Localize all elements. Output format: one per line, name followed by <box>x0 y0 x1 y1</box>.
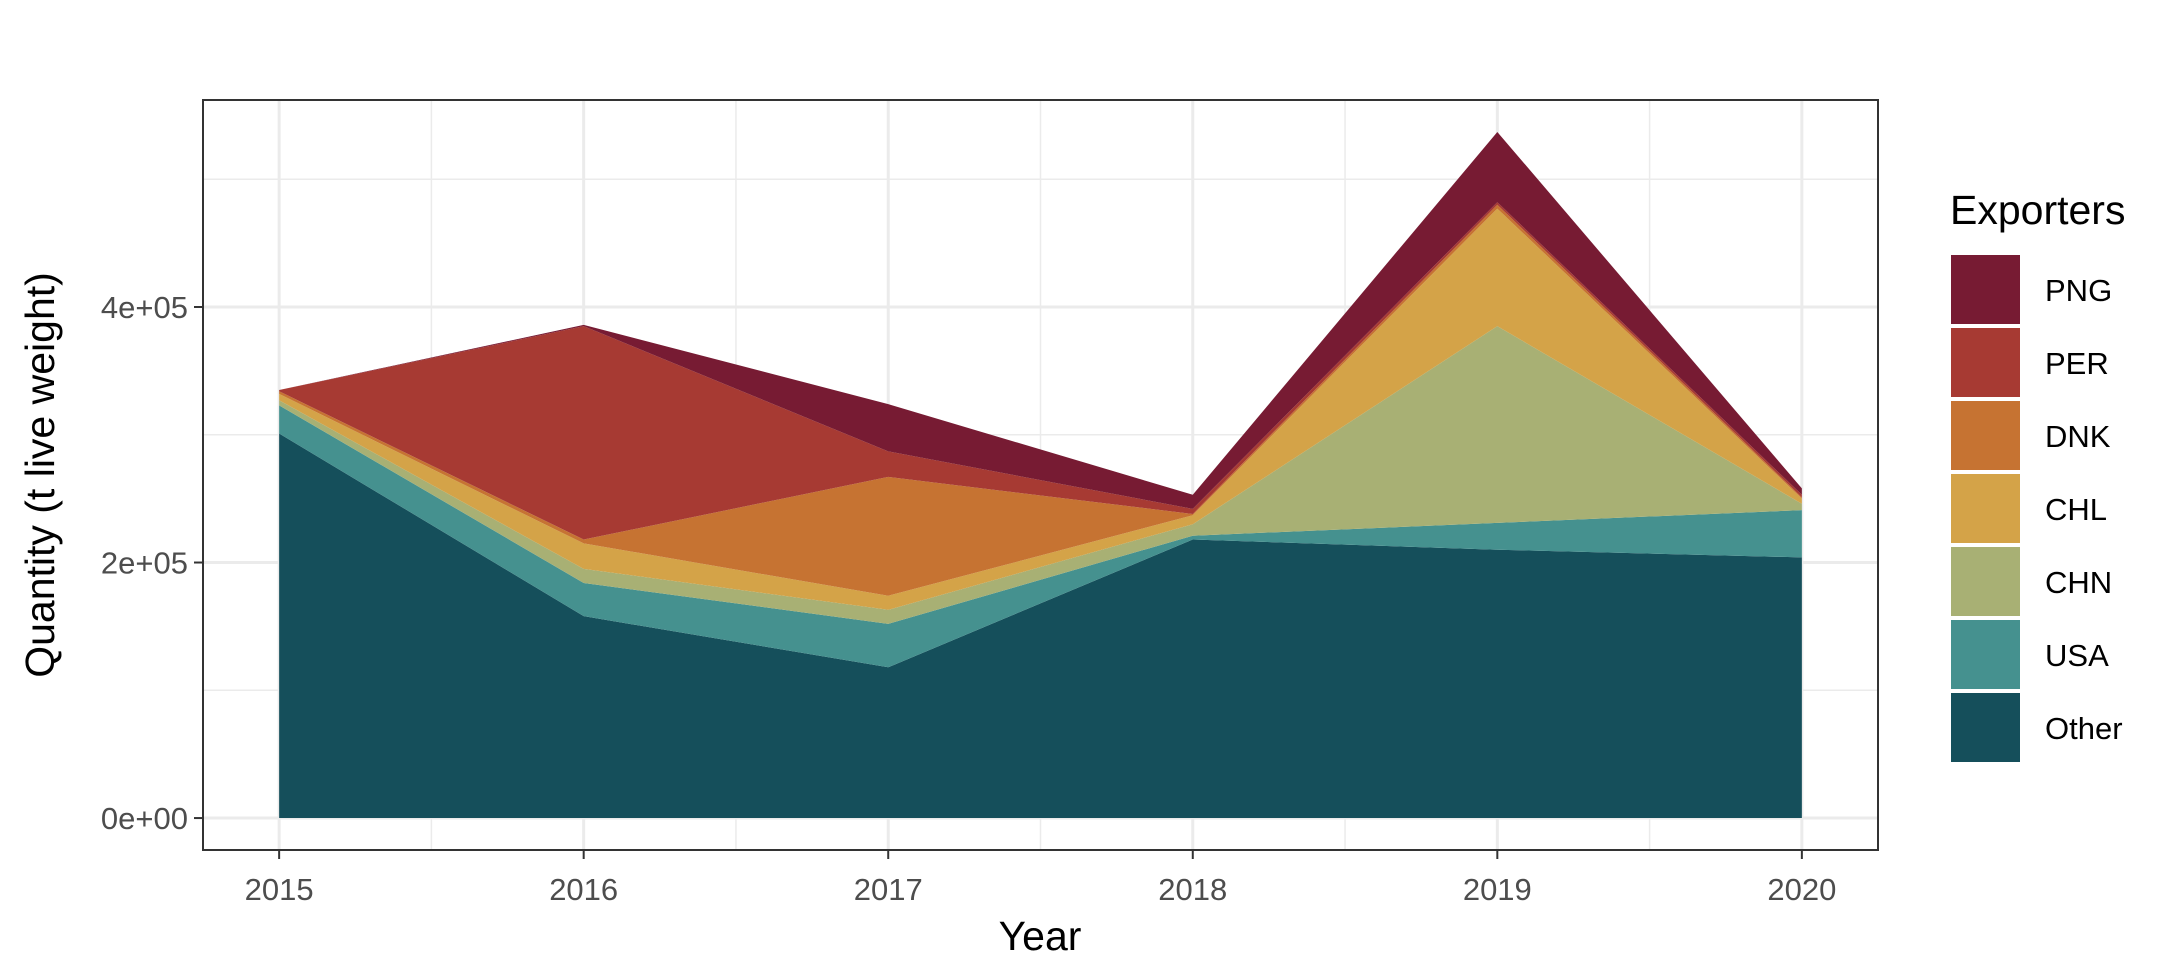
plot-panel-border <box>202 99 1879 851</box>
area-png <box>279 131 1802 509</box>
legend-label-other: Other <box>2045 711 2123 746</box>
x-tick-label: 2018 <box>1158 872 1227 907</box>
legend-swatch-usa <box>1951 620 2020 689</box>
area-dnk <box>279 204 1802 596</box>
area-other <box>279 433 1802 819</box>
legend-swatch-png <box>1951 255 2020 324</box>
legend-swatch-chl <box>1951 474 2020 543</box>
y-axis-title: Quantity (t live weight) <box>17 272 63 678</box>
x-tick-label: 2020 <box>1767 872 1836 907</box>
legend-swatch-dnk <box>1951 401 2020 470</box>
legend-label-chl: CHL <box>2045 492 2107 527</box>
area-layers <box>279 131 1802 819</box>
legend-swatch-chn <box>1951 547 2020 616</box>
legend-items: PNG PER DNK CHL CHN USA Other <box>1951 255 2123 762</box>
x-axis: 2015 2016 2017 2018 2019 2020 <box>245 850 1836 907</box>
legend-title: Exporters <box>1950 187 2125 233</box>
area-chl <box>279 208 1802 610</box>
legend-label-dnk: DNK <box>2045 419 2111 454</box>
legend-label-usa: USA <box>2045 638 2109 673</box>
legend-label-png: PNG <box>2045 273 2112 308</box>
y-axis: 0e+00 2e+05 4e+05 <box>101 290 203 836</box>
legend-label-chn: CHN <box>2045 565 2112 600</box>
x-axis-title: Year <box>999 913 1082 959</box>
y-tick-label: 0e+00 <box>101 801 188 836</box>
y-tick-label: 4e+05 <box>101 290 188 325</box>
x-tick-label: 2016 <box>549 872 618 907</box>
legend-swatch-other <box>1951 693 2020 762</box>
area-per <box>279 202 1802 540</box>
y-tick-label: 2e+05 <box>101 546 188 581</box>
area-chn <box>279 326 1802 624</box>
legend-swatch-per <box>1951 328 2020 397</box>
legend-label-per: PER <box>2045 346 2109 381</box>
x-tick-label: 2017 <box>854 872 923 907</box>
x-tick-label: 2019 <box>1463 872 1532 907</box>
area-usa <box>279 405 1802 668</box>
x-tick-label: 2015 <box>245 872 314 907</box>
legend: Exporters PNG PER DNK CHL CHN USA Other <box>1950 187 2125 762</box>
